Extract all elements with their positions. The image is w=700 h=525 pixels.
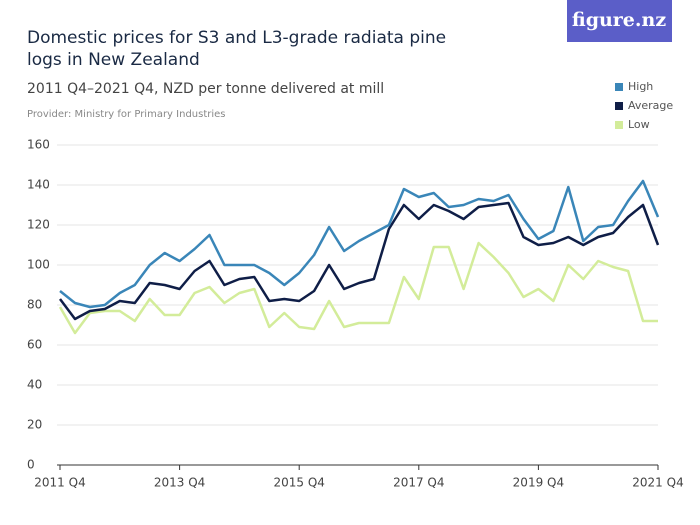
- y-tick-label: 60: [27, 338, 42, 352]
- line-series: [58, 241, 658, 335]
- x-tick-label: 2011 Q4: [34, 476, 85, 490]
- legend-label: High: [628, 80, 653, 93]
- legend-label: Low: [628, 118, 650, 131]
- x-tick-label: 2019 Q4: [513, 476, 564, 490]
- x-tick-label: 2017 Q4: [393, 476, 444, 490]
- x-tick-label: 2021 Q4: [632, 476, 683, 490]
- y-tick-label: 80: [27, 298, 42, 312]
- x-tick-label: 2013 Q4: [154, 476, 205, 490]
- legend-swatch: [615, 102, 623, 110]
- x-tick-label: 2015 Q4: [273, 476, 324, 490]
- brand: figure.nz: [572, 9, 666, 31]
- chart-title: Domestic prices for S3 and L3-grade radi…: [27, 28, 446, 70]
- legend-swatch: [615, 121, 623, 129]
- line-series: [59, 201, 660, 321]
- chart-subtitle: 2011 Q4–2021 Q4, NZD per tonne delivered…: [27, 81, 384, 97]
- provider: Provider: Ministry for Primary Industrie…: [27, 109, 226, 120]
- y-tick-label: 20: [27, 418, 42, 432]
- line-series: [59, 179, 660, 309]
- legend-swatch: [615, 83, 623, 91]
- y-tick-label: 100: [27, 258, 50, 272]
- y-tick-label: 40: [27, 378, 42, 392]
- brand-box: [567, 0, 672, 42]
- y-tick-label: 140: [27, 178, 50, 192]
- y-tick-label: 160: [27, 138, 50, 152]
- y-tick-label: 120: [27, 218, 50, 232]
- legend-label: Average: [628, 99, 673, 112]
- y-tick-label: 0: [27, 458, 35, 472]
